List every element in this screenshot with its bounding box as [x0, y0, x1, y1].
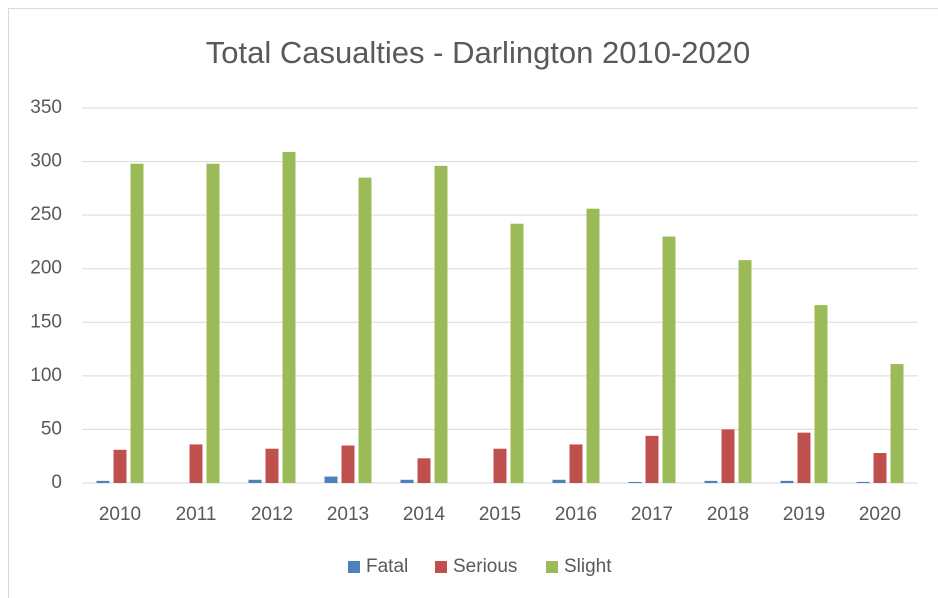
- bar: [358, 177, 372, 483]
- y-tick-label: 0: [51, 472, 62, 493]
- bar: [628, 481, 642, 483]
- y-tick-label: 200: [30, 258, 62, 279]
- bar: [96, 480, 110, 483]
- legend-swatch: [546, 561, 558, 573]
- x-tick-label: 2012: [251, 504, 293, 525]
- bar: [856, 481, 870, 483]
- bar: [814, 305, 828, 483]
- legend-swatch: [348, 561, 360, 573]
- x-tick-label: 2010: [99, 504, 141, 525]
- bar: [130, 163, 144, 483]
- bar: [890, 364, 904, 483]
- bar: [510, 223, 524, 483]
- legend-swatch: [435, 561, 447, 573]
- bar: [704, 480, 718, 483]
- y-tick-label: 50: [41, 418, 62, 439]
- x-tick-label: 2013: [327, 504, 369, 525]
- x-tick-label: 2011: [176, 504, 217, 525]
- bar: [206, 163, 220, 483]
- bar: [552, 479, 566, 483]
- bar: [873, 453, 887, 483]
- bar: [113, 449, 127, 483]
- bar: [341, 445, 355, 483]
- legend-label: Fatal: [366, 556, 408, 577]
- bar: [569, 444, 583, 483]
- bar: [586, 208, 600, 483]
- y-tick-label: 350: [30, 97, 62, 118]
- y-tick-label: 150: [30, 311, 62, 332]
- x-tick-label: 2019: [783, 504, 825, 525]
- chart-frame: [8, 8, 938, 598]
- legend-label: Slight: [564, 556, 612, 577]
- y-tick-label: 300: [30, 151, 62, 172]
- chart-title: Total Casualties - Darlington 2010-2020: [206, 35, 751, 70]
- bar: [721, 429, 735, 483]
- bar: [417, 458, 431, 483]
- y-tick-label: 100: [30, 365, 62, 386]
- bar: [780, 480, 794, 483]
- bar: [493, 448, 507, 483]
- y-tick-label: 250: [30, 204, 62, 225]
- x-tick-label: 2015: [479, 504, 521, 525]
- x-tick-label: 2018: [707, 504, 749, 525]
- bar: [248, 479, 262, 483]
- x-tick-label: 2020: [859, 504, 901, 525]
- x-tick-label: 2017: [631, 504, 673, 525]
- bar: [738, 260, 752, 483]
- bar: [282, 151, 296, 483]
- bar: [400, 479, 414, 483]
- x-tick-label: 2016: [555, 504, 597, 525]
- bar: [324, 476, 338, 483]
- legend-label: Serious: [453, 556, 517, 577]
- bar: [662, 236, 676, 483]
- x-tick-label: 2014: [403, 504, 446, 525]
- bar: [189, 444, 203, 483]
- bar: [265, 448, 279, 483]
- bar: [645, 435, 659, 483]
- bar: [797, 432, 811, 483]
- bar: [434, 165, 448, 483]
